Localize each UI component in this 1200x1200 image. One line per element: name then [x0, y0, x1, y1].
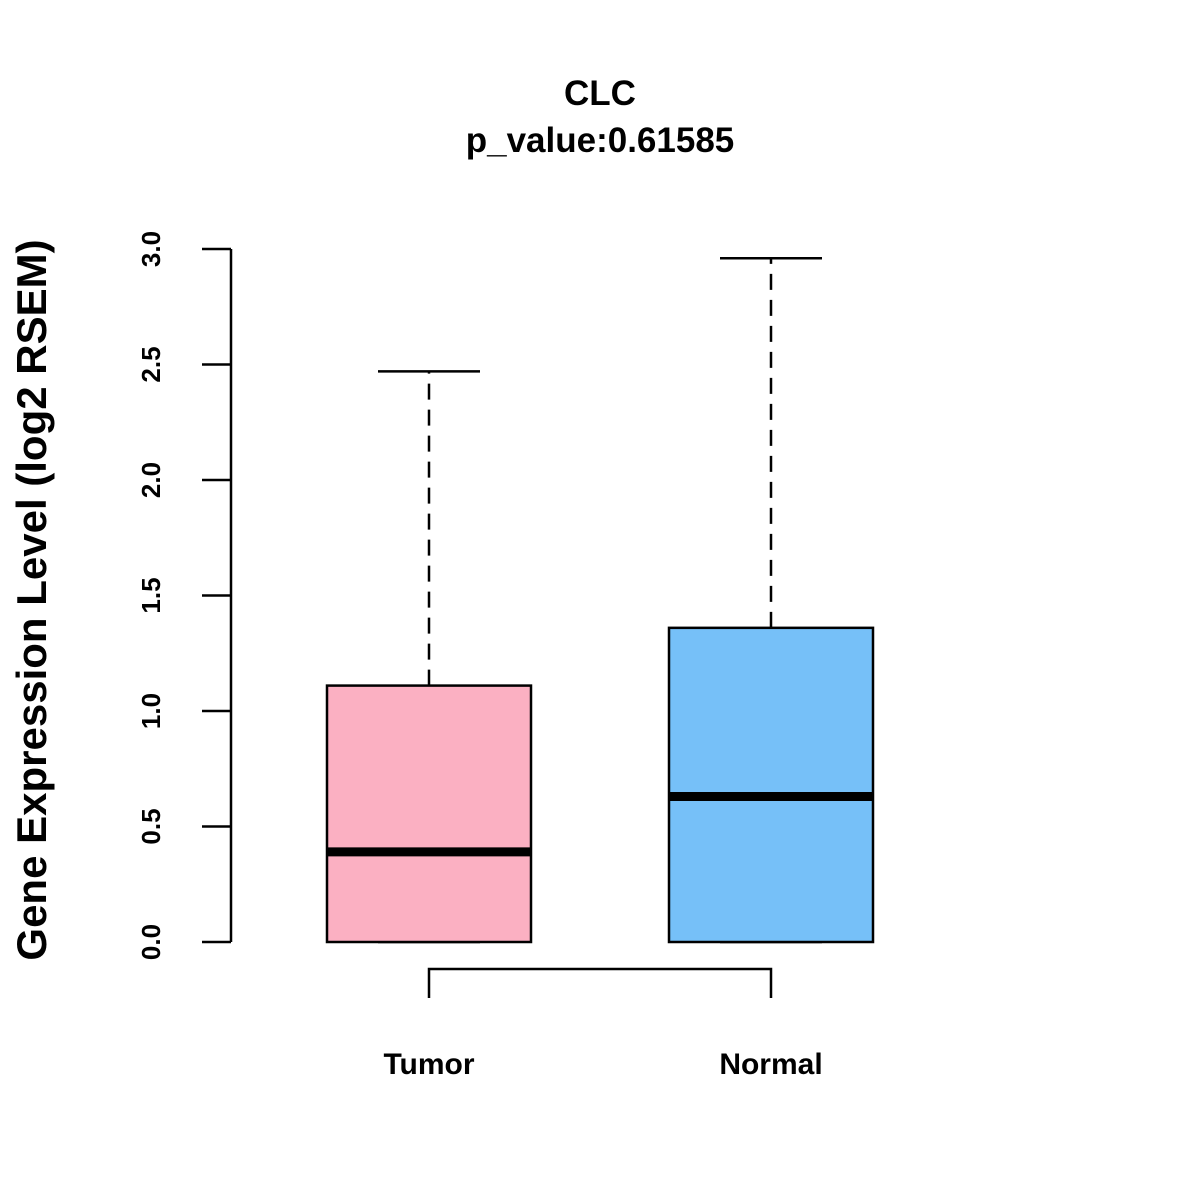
tumor-box [325, 684, 533, 944]
boxes-group [325, 256, 875, 944]
category-label-normal: Normal [719, 1048, 822, 1081]
y-tick-label: 1.5 [136, 577, 166, 613]
y-tick-label: 2.0 [136, 462, 166, 498]
chart-subtitle: p_value:0.61585 [466, 121, 735, 160]
comparison-bracket [427, 967, 773, 998]
category-labels: Tumor Normal [383, 1048, 822, 1081]
normal-box [667, 626, 875, 944]
y-axis: 0.0 0.5 1.0 1.5 2.0 2.5 3.0 [136, 231, 233, 960]
y-tick-label: 0.0 [136, 924, 166, 960]
y-tick-label: 0.5 [136, 808, 166, 844]
chart-title: CLC [564, 74, 636, 113]
y-tick-label: 2.5 [136, 346, 166, 382]
category-label-tumor: Tumor [383, 1048, 474, 1081]
y-tick-label: 3.0 [136, 231, 166, 267]
bracket-line [427, 967, 773, 998]
y-tick-label: 1.0 [136, 693, 166, 729]
y-axis-label: Gene Expression Level (log2 RSEM) [8, 239, 55, 960]
